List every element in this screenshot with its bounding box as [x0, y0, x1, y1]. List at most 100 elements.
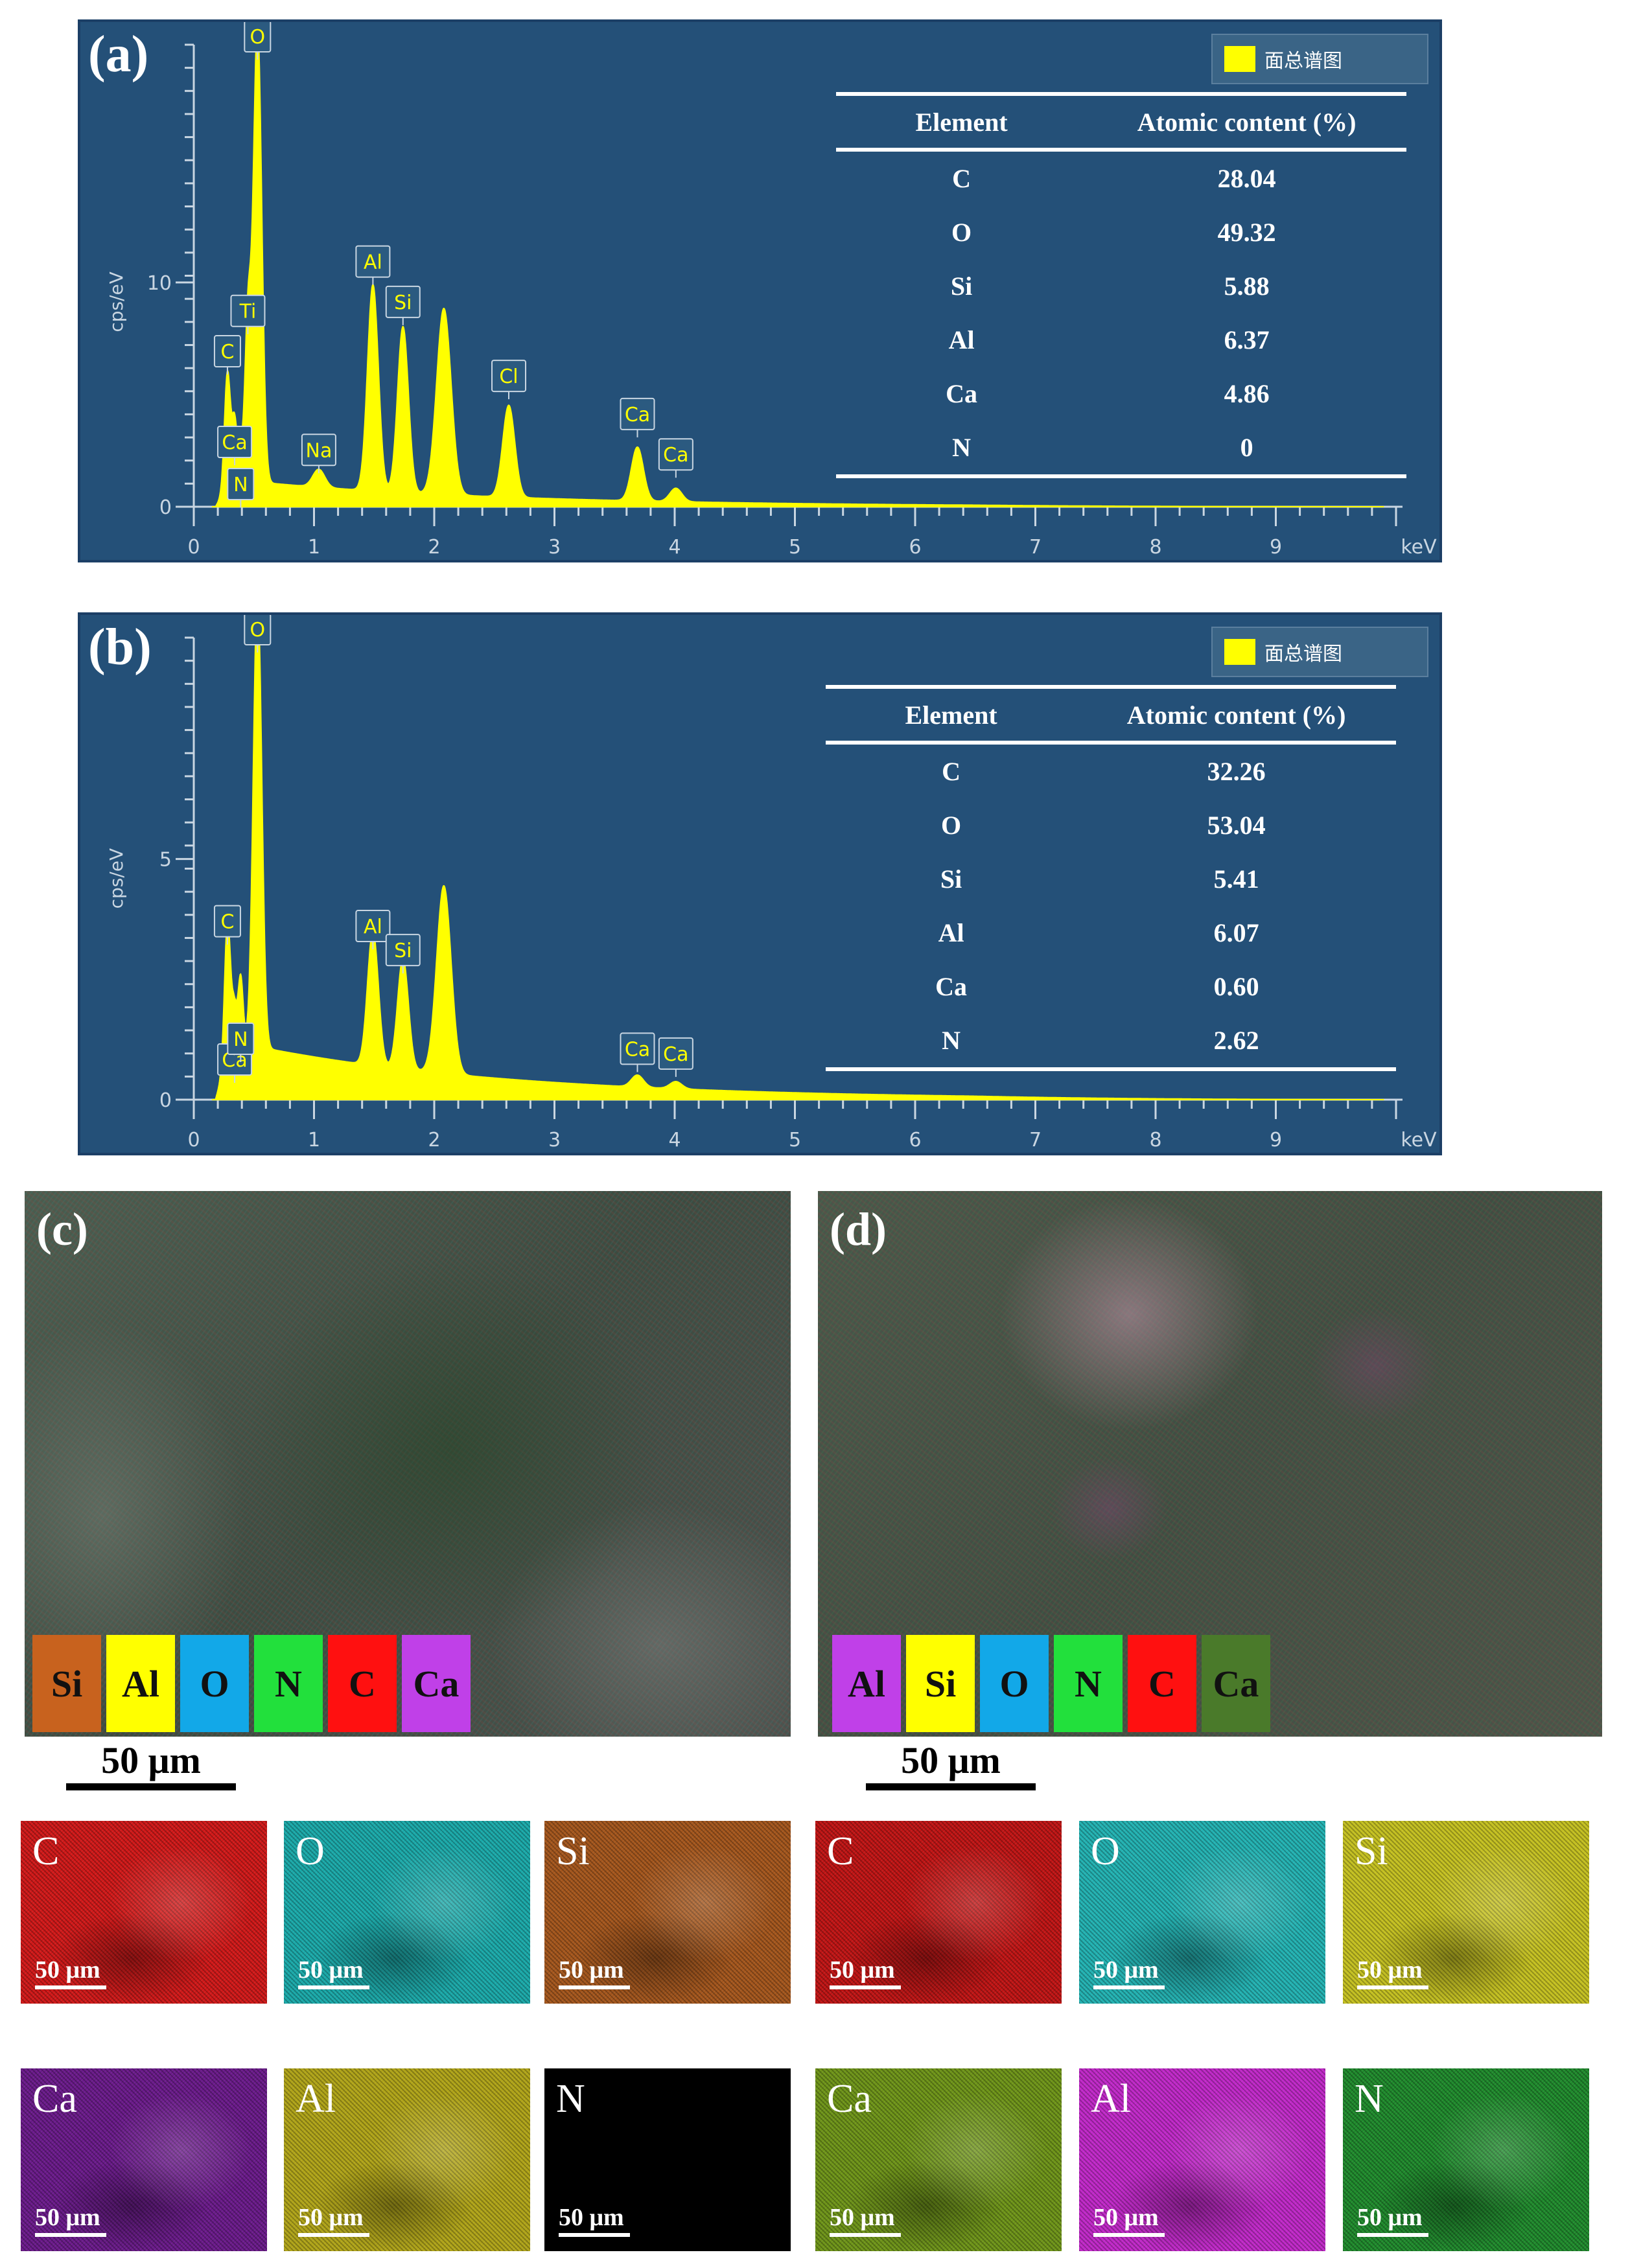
peak-label-text: Al: [364, 251, 382, 274]
tile-scale-label: 50 μm: [35, 1956, 100, 1984]
element-swatch-al: Al: [106, 1635, 175, 1732]
tile-scale-label: 50 μm: [1357, 1956, 1423, 1984]
peak-label: Na: [301, 434, 336, 474]
table-cell: 32.26: [1207, 757, 1266, 786]
table-row: Si 5.41: [826, 852, 1396, 906]
element-swatch-n: N: [254, 1635, 323, 1732]
table-row: O 49.32: [836, 205, 1406, 259]
x-tick-label: 1: [308, 1129, 320, 1151]
x-tick-label: 0: [187, 536, 200, 559]
element-swatch-c: C: [328, 1635, 397, 1732]
tile-scale-line: [35, 2233, 106, 2237]
tile-scale-line: [559, 2233, 630, 2237]
tile-scale-line: [830, 2233, 901, 2237]
tile-scale-bar: 50 μm: [35, 1956, 106, 1989]
x-tick-label: 7: [1029, 1129, 1042, 1151]
tile-scale-line: [298, 2233, 369, 2237]
element-tile-d-si: Si 50 μm: [1343, 1821, 1589, 2004]
peak-label-text: Ti: [239, 301, 257, 323]
tile-scale-label: 50 μm: [35, 2204, 100, 2231]
tile-scale-bar: 50 μm: [1093, 1956, 1165, 1989]
peak-label-text: Al: [364, 916, 382, 938]
table-cell: C: [942, 757, 961, 786]
table-cell: 0: [1087, 421, 1406, 478]
tile-scale-line: [35, 1985, 106, 1989]
scale-label-d: 50 μm: [901, 1739, 1001, 1781]
scale-bar-c: 50 μm: [66, 1742, 236, 1790]
x-tick-label: 5: [789, 536, 801, 559]
peak-label: Ca: [620, 397, 655, 437]
table-cell: 28.04: [1217, 164, 1276, 193]
table-cell: Si: [940, 864, 962, 894]
element-tile-d-ca: Ca 50 μm: [815, 2068, 1062, 2251]
peak-label: N: [227, 1023, 255, 1063]
legend-swatch-b: [1224, 639, 1255, 665]
peak-label-text: C: [220, 341, 234, 364]
x-tick-label: 3: [548, 536, 561, 559]
table-cell: Ca: [946, 379, 978, 408]
peak-label-text: N: [233, 474, 248, 496]
element-swatch-o: O: [180, 1635, 249, 1732]
element-tile-label: O: [1091, 1829, 1120, 1873]
x-tick-label: 4: [668, 536, 681, 559]
panel-label-a: (a): [88, 26, 149, 83]
tile-scale-bar: 50 μm: [35, 2203, 106, 2237]
element-legend-c: Si Al O N C Ca: [32, 1635, 471, 1732]
table-cell: 2.62: [1077, 1013, 1396, 1071]
table-header-cell: Atomic content (%): [1087, 92, 1406, 152]
panel-label-d: (d): [830, 1203, 887, 1255]
peak-label: Cl: [491, 360, 527, 400]
x-tick-label: 9: [1270, 536, 1282, 559]
peak-label-text: N: [233, 1028, 248, 1051]
peak-label-text: O: [250, 26, 266, 49]
element-tile-label: C: [32, 1829, 60, 1873]
element-swatch-n: N: [1054, 1635, 1123, 1732]
table-row: C 32.26: [826, 743, 1396, 798]
x-tick-label: 4: [668, 1129, 681, 1151]
peak-label-text: Ca: [625, 404, 650, 426]
x-tick-label: 8: [1149, 1129, 1161, 1151]
tile-scale-bar: 50 μm: [1357, 1956, 1428, 1989]
table-header-cell: Atomic content (%): [1077, 685, 1396, 745]
tile-scale-label: 50 μm: [830, 1956, 895, 1984]
element-swatch-si: Si: [906, 1635, 975, 1732]
table-cell: 5.88: [1224, 272, 1270, 301]
table-cell: 53.04: [1207, 811, 1266, 840]
panel-label-b: (b): [88, 619, 152, 676]
table-cell: O: [951, 218, 972, 247]
tile-scale-bar: 50 μm: [298, 2203, 369, 2237]
tile-scale-bar: 50 μm: [830, 2203, 901, 2237]
y-tick-label: 10: [147, 272, 172, 295]
tile-scale-label: 50 μm: [559, 2204, 624, 2231]
table-row: Si 5.88: [836, 259, 1406, 313]
element-tile-c-n: N 50 μm: [544, 2068, 791, 2251]
tile-scale-line: [1093, 2233, 1165, 2237]
element-tile-d-o: O 50 μm: [1079, 1821, 1325, 2004]
element-tile-label: C: [827, 1829, 854, 1873]
scale-line-c: [66, 1783, 236, 1790]
peak-label-text: Ca: [663, 1043, 688, 1066]
legend-a: 面总谱图: [1211, 34, 1428, 84]
spectrum-series: [211, 44, 1384, 507]
scale-line-d: [866, 1783, 1036, 1790]
peak-label: Ca: [658, 438, 693, 478]
table-cell: Al: [948, 325, 975, 354]
x-tick-label: 2: [428, 536, 440, 559]
element-swatch-si: Si: [32, 1635, 101, 1732]
peak-label-text: C: [220, 911, 234, 934]
element-tile-label: N: [1355, 2077, 1384, 2121]
element-tile-label: Si: [1355, 1829, 1388, 1873]
tile-scale-label: 50 μm: [1357, 2204, 1423, 2231]
tile-scale-label: 50 μm: [298, 1956, 364, 1984]
element-tile-c-al: Al 50 μm: [284, 2068, 530, 2251]
table-cell: Al: [938, 918, 964, 947]
element-tile-d-al: Al 50 μm: [1079, 2068, 1325, 2251]
peak-label: Al: [355, 245, 391, 285]
tile-scale-label: 50 μm: [1093, 2204, 1159, 2231]
table-header-cell: Element: [826, 685, 1077, 745]
tile-scale-line: [1357, 2233, 1428, 2237]
element-tile-label: N: [556, 2077, 585, 2121]
element-tile-c-ca: Ca 50 μm: [21, 2068, 267, 2251]
x-tick-label: 6: [909, 536, 921, 559]
